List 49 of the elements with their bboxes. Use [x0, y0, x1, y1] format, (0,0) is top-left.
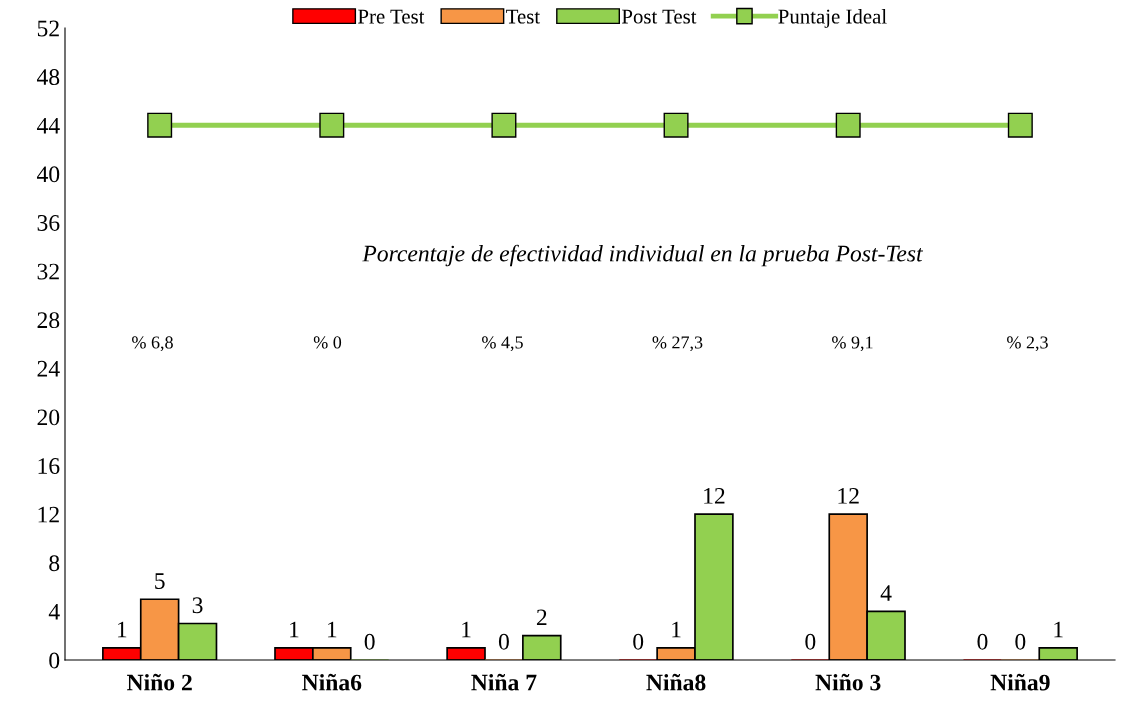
y-tick-label: 28: [37, 312, 60, 329]
data-label: 0: [1015, 633, 1026, 650]
legend-label: Pre Test: [358, 9, 425, 24]
legend-label: Post Test: [621, 9, 697, 24]
y-tick-label: 20: [37, 409, 60, 426]
data-label: 3: [192, 597, 203, 614]
data-label: 1: [327, 621, 337, 638]
y-tick-label: 44: [36, 117, 60, 134]
x-tick-label: Niña9: [990, 673, 1050, 691]
annotation: % 0: [313, 336, 342, 349]
data-label: 12: [704, 487, 725, 504]
data-label: 0: [633, 633, 644, 650]
y-tick-label: 32: [37, 263, 59, 280]
x-tick-label: Niña8: [646, 673, 706, 691]
y-tick-label: 8: [49, 555, 60, 572]
x-tick-label: Niña6: [302, 673, 362, 691]
data-label: 1: [117, 621, 127, 638]
data-label: 2: [536, 609, 547, 626]
y-tick-label: 52: [37, 20, 59, 37]
y-tick-label: 16: [38, 458, 60, 474]
annotation: Porcentaje de efectividad individual en la prueba Post-Test: [362, 244, 924, 267]
annotation: % 27,3: [652, 336, 703, 352]
data-label: 12: [838, 487, 859, 504]
data-label: 1: [672, 621, 681, 638]
data-label: 0: [977, 633, 988, 650]
y-tick-label: 12: [38, 506, 59, 523]
y-tick-label: 48: [36, 69, 60, 86]
annotation: % 4,5: [482, 336, 523, 352]
data-label: 1: [462, 621, 471, 638]
data-label: 0: [364, 633, 375, 650]
y-tick-label: 36: [37, 215, 60, 231]
y-tick-label: 0: [49, 652, 60, 669]
x-tick-label: Niño 3: [815, 673, 881, 691]
data-label: 5: [155, 573, 165, 589]
data-label: 1: [290, 621, 299, 638]
legend-label: Test: [506, 9, 541, 24]
x-tick-label: Niño 2: [126, 673, 192, 691]
data-label: 4: [880, 585, 892, 601]
x-tick-label: Niña 7: [471, 673, 537, 691]
data-label: 1: [1054, 621, 1063, 638]
y-tick-label: 24: [37, 360, 60, 377]
data-label: 0: [498, 633, 509, 650]
data-label: 0: [805, 633, 816, 650]
y-tick-label: 4: [48, 604, 60, 620]
annotation: % 2,3: [1007, 336, 1048, 352]
legend-label: Puntaje Ideal: [778, 8, 887, 28]
y-tick-label: 40: [36, 166, 60, 183]
annotation: % 6,8: [132, 336, 173, 352]
annotation: % 9,1: [832, 336, 873, 352]
